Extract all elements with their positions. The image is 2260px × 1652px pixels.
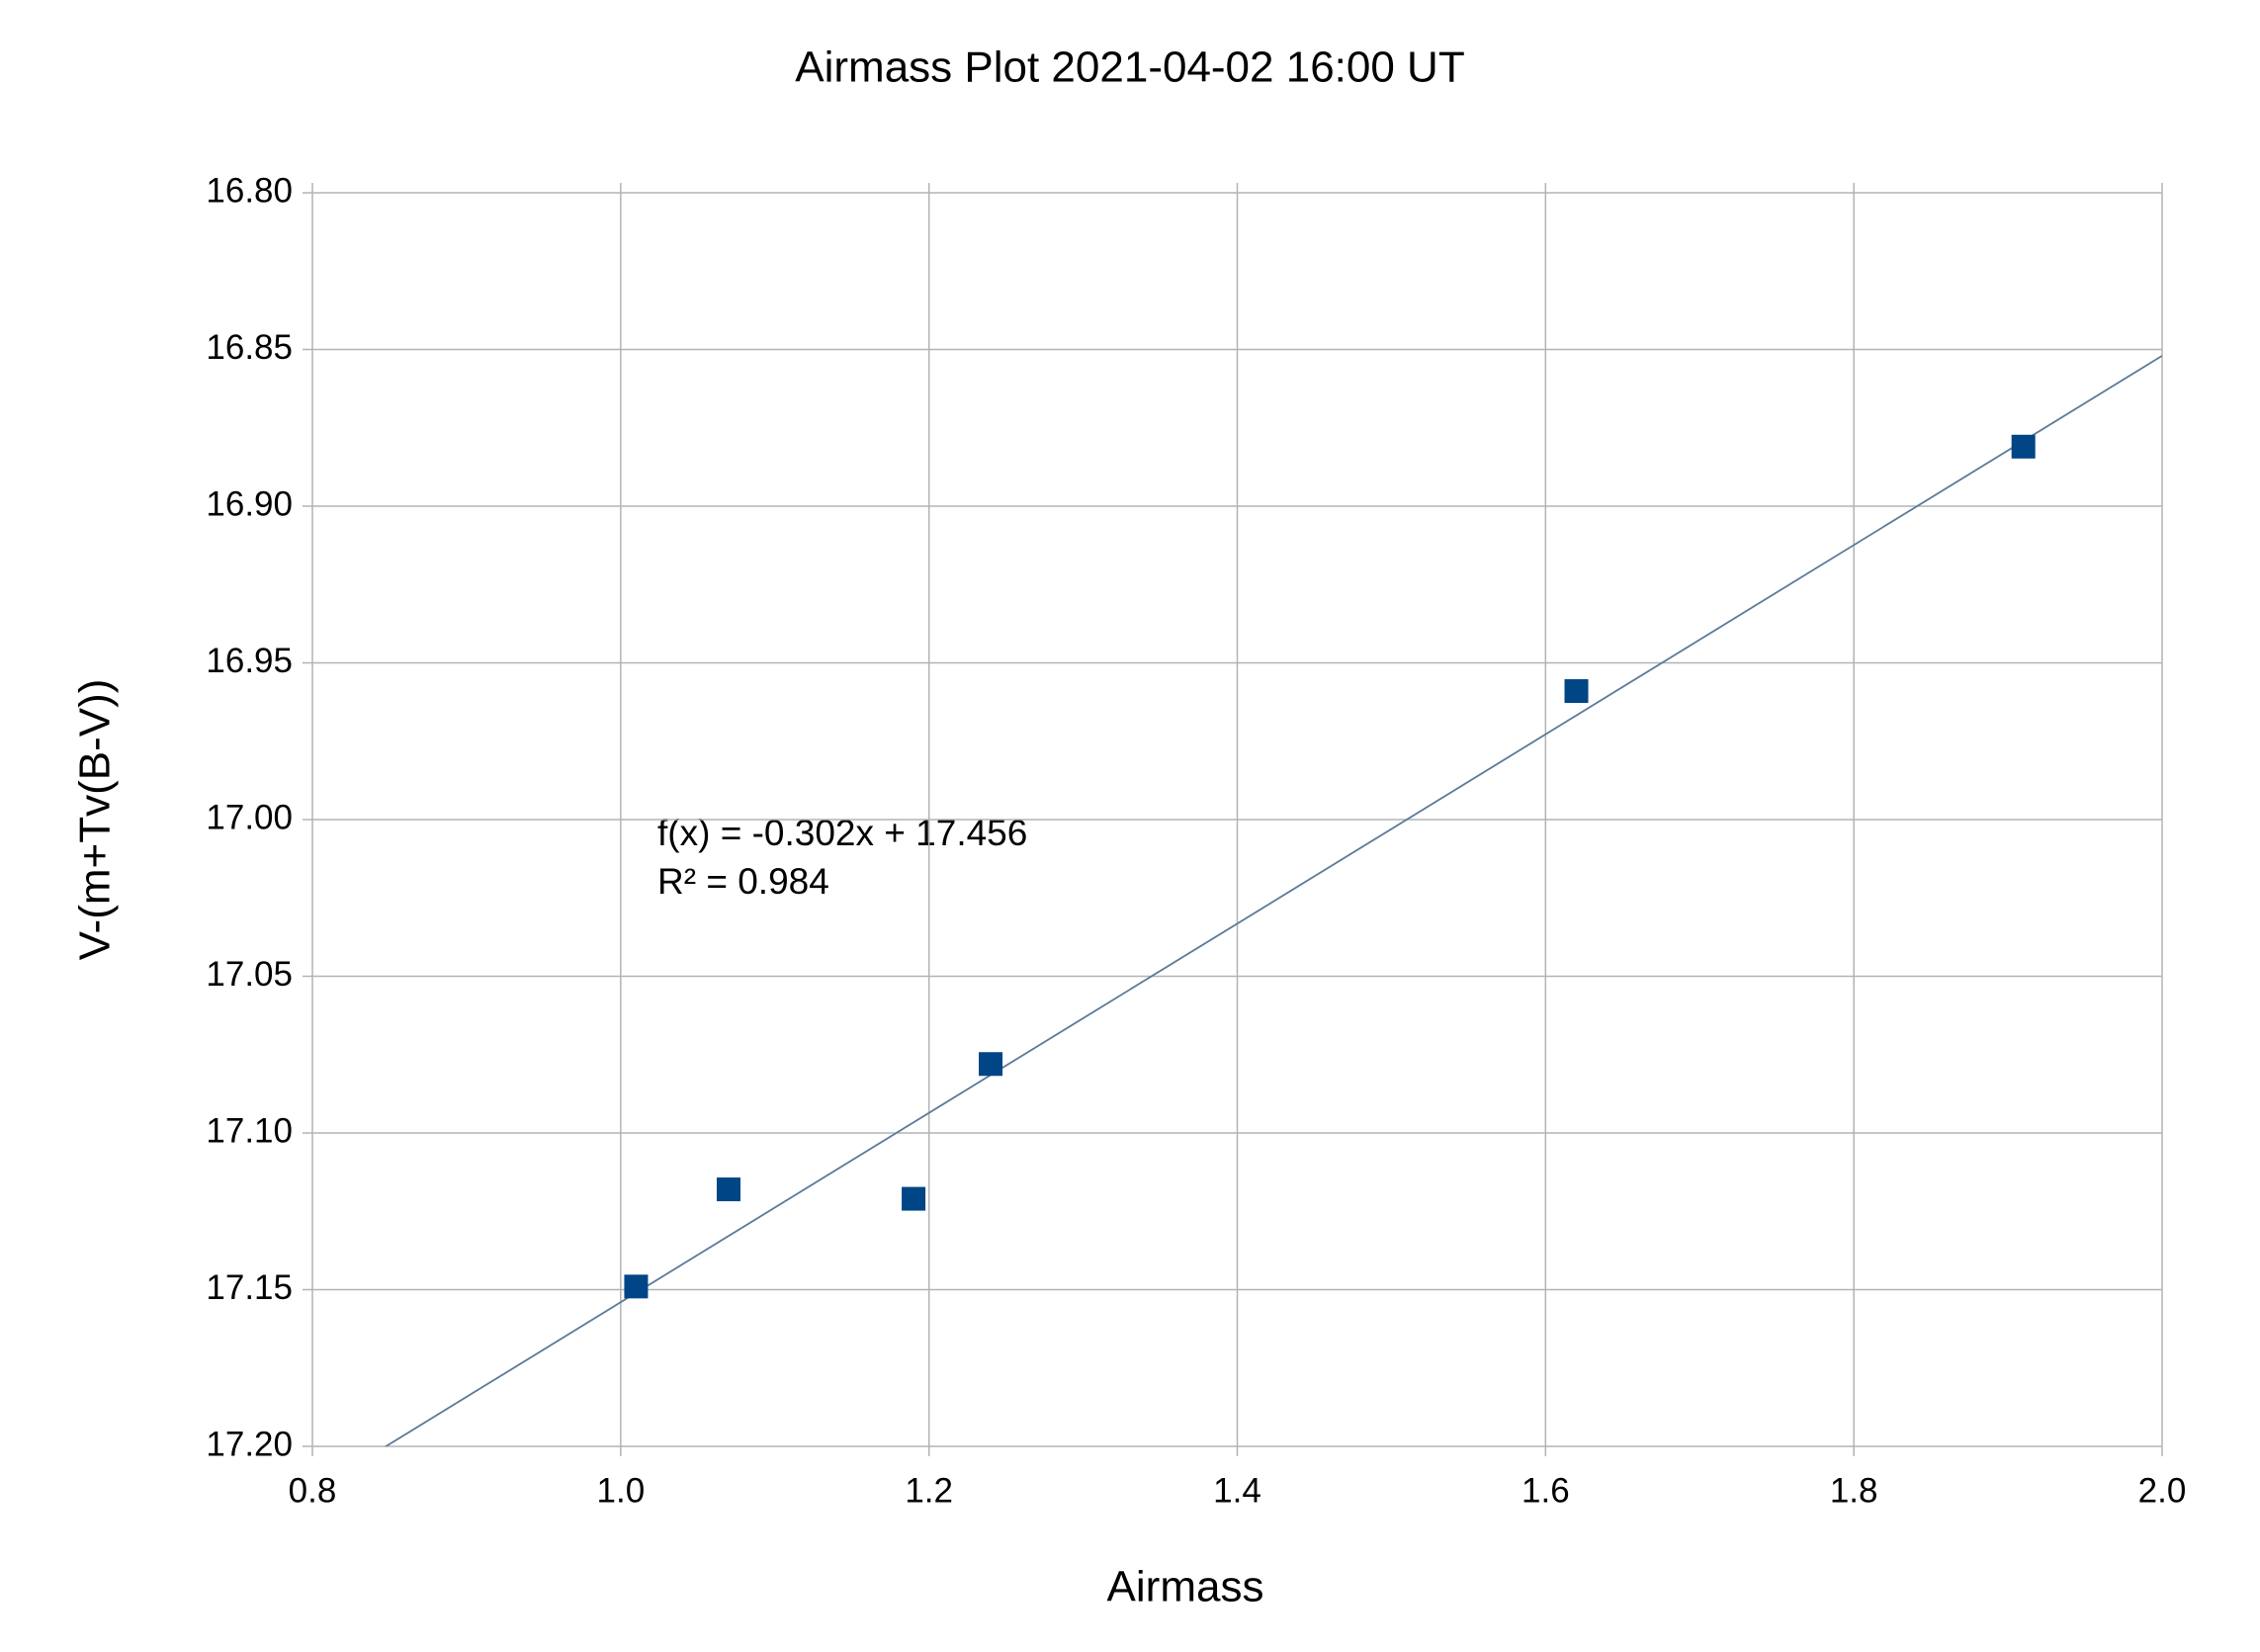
data-point [2011, 434, 2036, 459]
x-tick-label: 1.0 [597, 1471, 646, 1510]
x-tick-label: 1.6 [1521, 1471, 1570, 1510]
trendline-equation: f(x) = -0.302x + 17.456 [657, 813, 1027, 853]
y-tick-label: 17.15 [206, 1268, 293, 1307]
data-point [1564, 679, 1589, 704]
y-axis-title: V-(m+Tv(B-V)) [71, 679, 120, 961]
y-tick-label: 16.80 [206, 171, 293, 210]
y-tick-label: 17.10 [206, 1111, 293, 1150]
trendline [384, 355, 2162, 1446]
x-tick-label: 1.4 [1213, 1471, 1261, 1510]
data-point [979, 1052, 1003, 1077]
x-axis-title: Airmass [1107, 1563, 1264, 1611]
y-tick-label: 16.95 [206, 642, 293, 680]
x-tick-label: 1.2 [905, 1471, 953, 1510]
x-tick-label: 1.8 [1830, 1471, 1878, 1510]
x-tick-label: 0.8 [289, 1471, 337, 1510]
y-tick-label: 16.85 [206, 328, 293, 367]
x-tick-label: 2.0 [2138, 1471, 2187, 1510]
data-point [624, 1274, 649, 1299]
chart-title: Airmass Plot 2021-04-02 16:00 UT [795, 43, 1464, 92]
y-tick-label: 17.20 [206, 1425, 293, 1463]
y-tick-label: 17.00 [206, 798, 293, 836]
data-point [902, 1186, 926, 1211]
y-tick-label: 17.05 [206, 955, 293, 994]
trendline-r-squared: R² = 0.984 [657, 861, 829, 902]
data-point [716, 1177, 740, 1202]
y-tick-label: 16.90 [206, 484, 293, 523]
